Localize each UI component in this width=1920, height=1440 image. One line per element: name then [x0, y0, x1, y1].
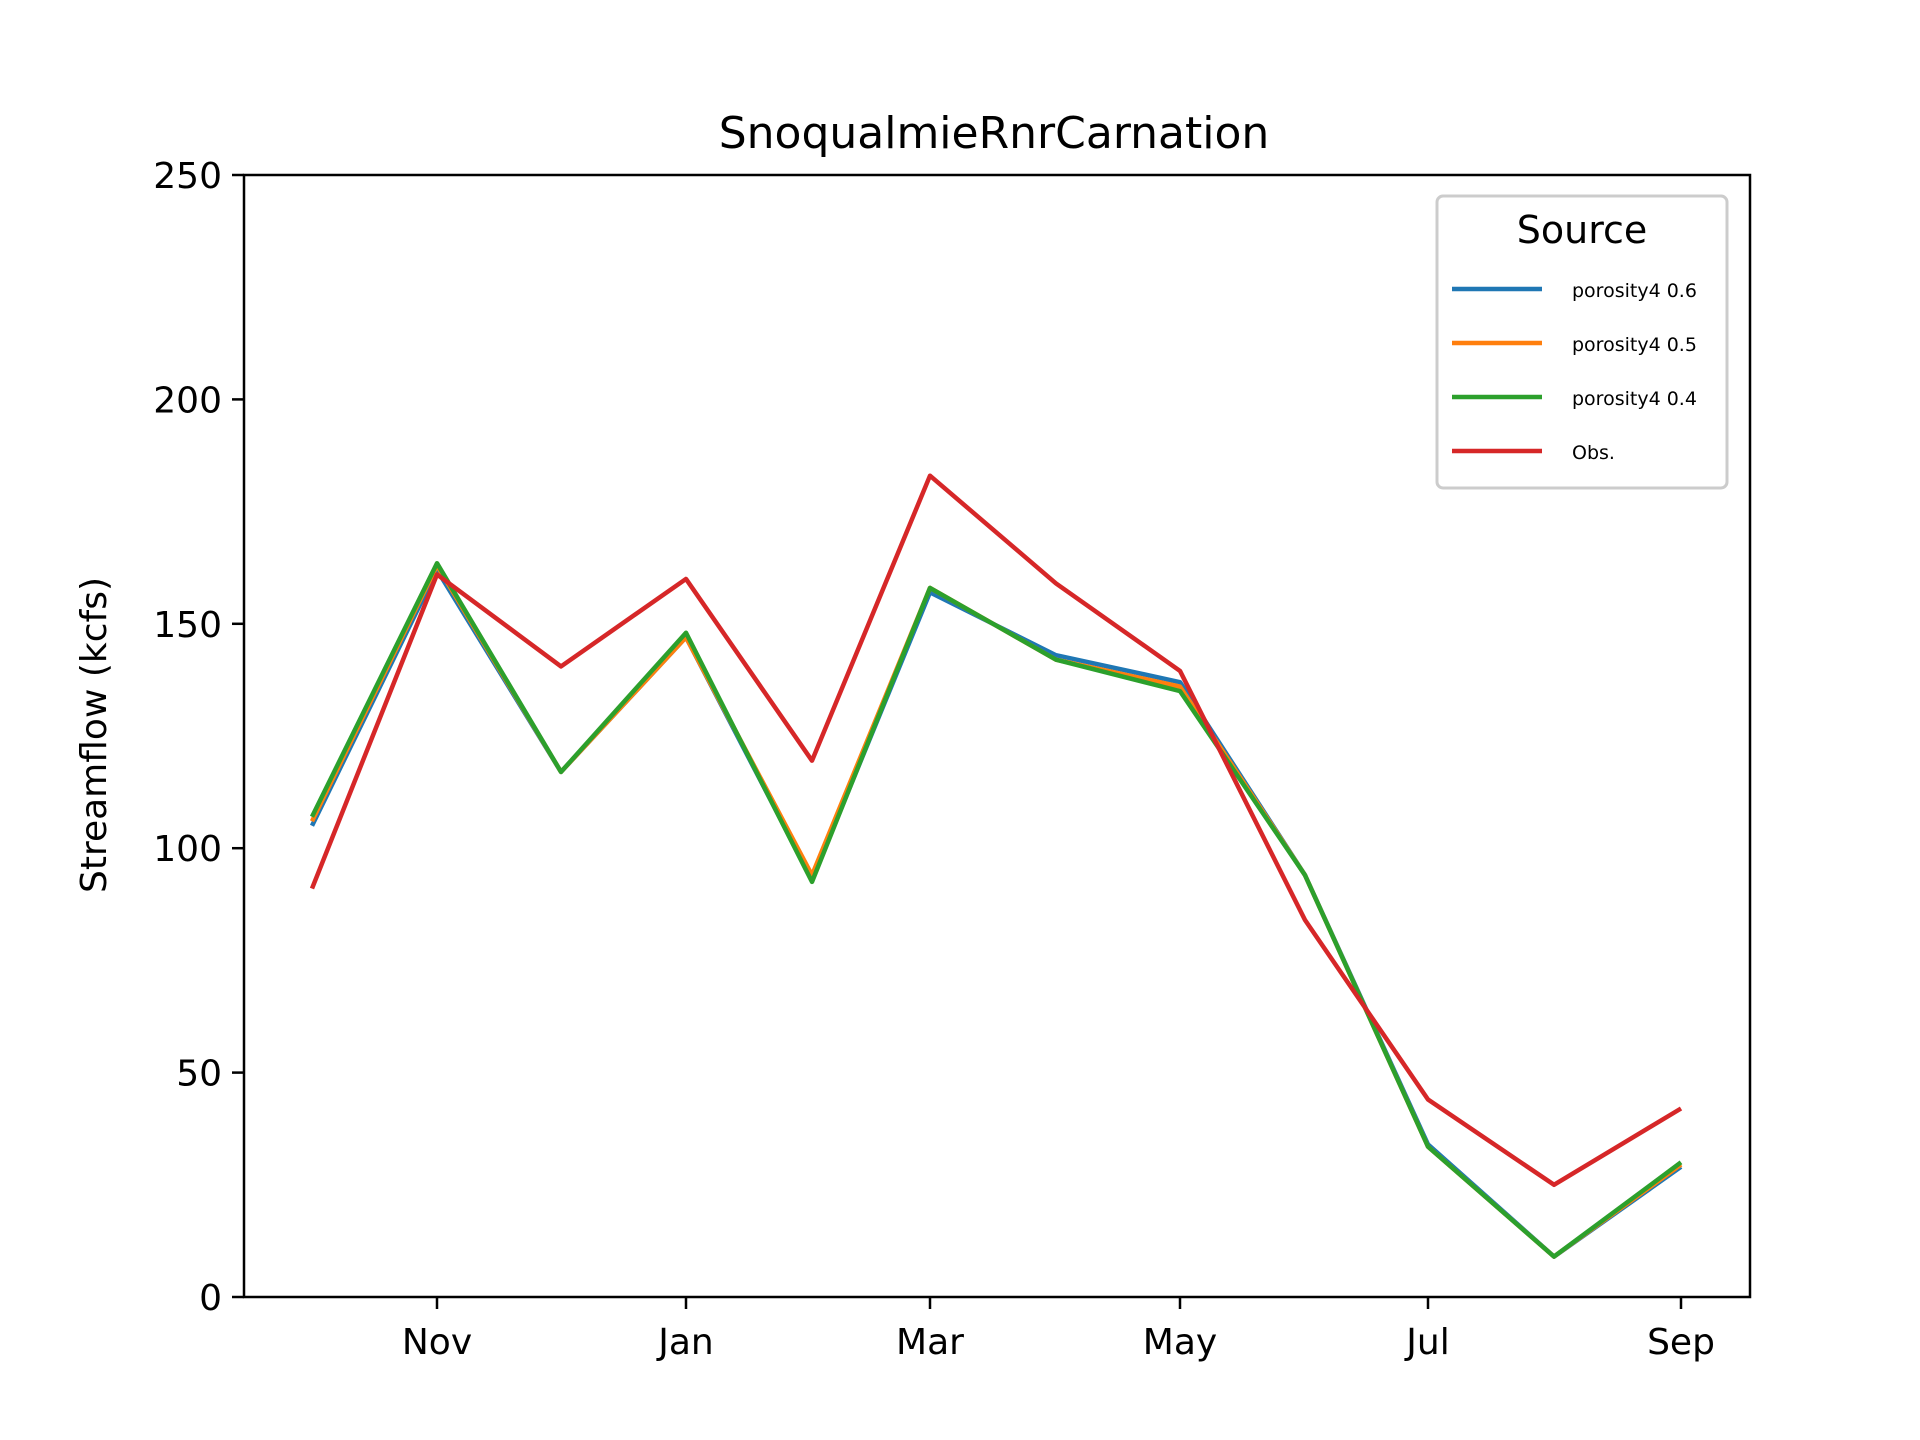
y-tick-label: 50: [176, 1054, 222, 1095]
legend-box: [1435, 194, 1729, 490]
y-tick-label: 0: [199, 1278, 222, 1319]
series-line-porosity4-0-5: [309, 563, 1683, 1259]
y-axis-label: Streamflow (kcfs): [74, 577, 115, 893]
series-line-porosity4-0-6: [309, 567, 1683, 1259]
x-tick-label: Jul: [1404, 1322, 1449, 1363]
legend-title: Source: [1517, 208, 1648, 252]
x-tick-label: May: [1143, 1322, 1217, 1363]
legend-label-porosity4-0-5: porosity4 0.5: [1572, 334, 1697, 356]
x-tick-label: Jan: [656, 1322, 714, 1363]
x-tick-label: Sep: [1647, 1322, 1715, 1363]
x-axis-ticks: Nov Jan Mar May Jul Sep: [402, 1297, 1715, 1363]
y-tick-label: 150: [153, 605, 222, 646]
legend-label-porosity4-0-4: porosity4 0.4: [1572, 388, 1697, 410]
x-tick-label: Mar: [896, 1322, 964, 1363]
legend-label-porosity4-0-6: porosity4 0.6: [1572, 280, 1697, 302]
chart-title: SnoqualmieRnrCarnation: [719, 108, 1270, 159]
y-tick-label: 200: [153, 380, 222, 421]
y-tick-label: 100: [153, 829, 222, 870]
y-axis-ticks: 0 50 100 150 200 250: [153, 156, 244, 1319]
legend-label-obs: Obs.: [1572, 442, 1615, 464]
y-tick-label: 250: [153, 156, 222, 197]
series-line-obs: [309, 473, 1683, 1188]
plot-frame: [242, 173, 1752, 1299]
x-tick-label: Nov: [402, 1322, 472, 1363]
series-line-porosity4-0-4: [309, 560, 1683, 1259]
legend-entries: porosity4 0.6 porosity4 0.5 porosity4 0.4 O…: [1452, 280, 1697, 464]
plot-series: [309, 473, 1683, 1259]
